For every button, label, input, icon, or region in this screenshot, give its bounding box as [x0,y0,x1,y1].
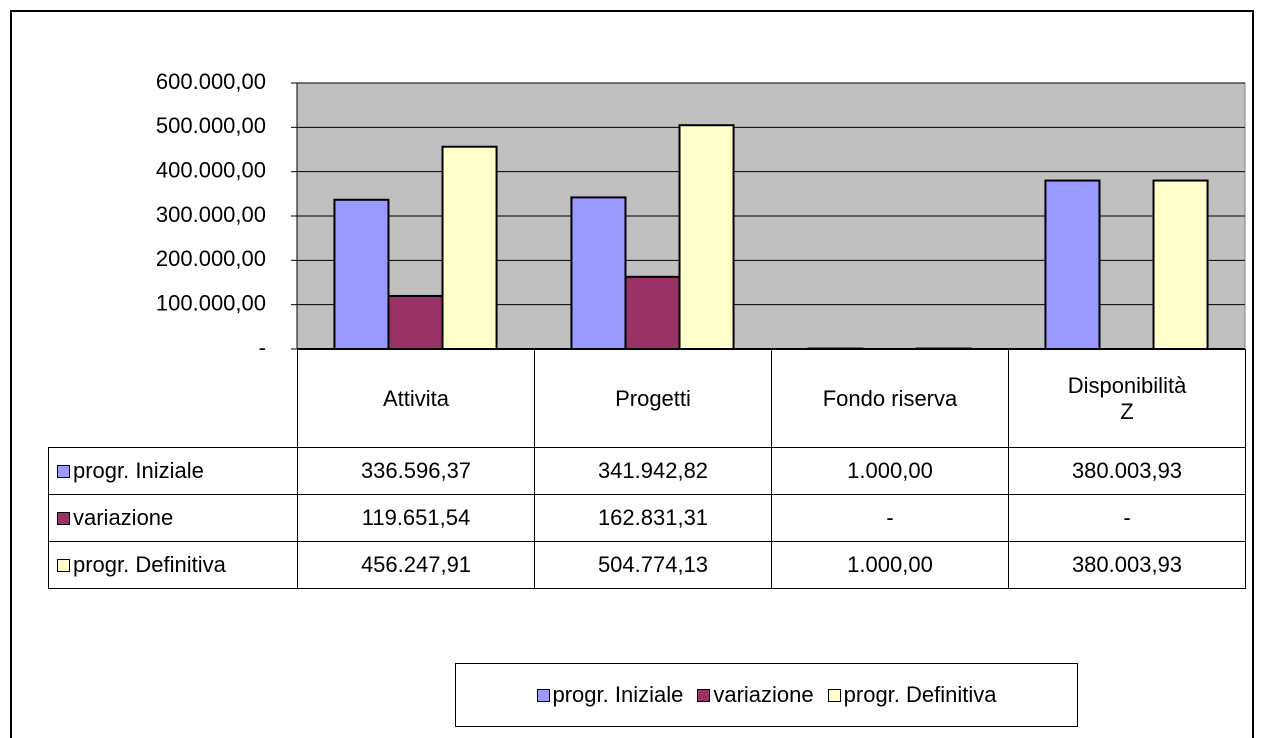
table-header-cell: Fondo riserva [771,349,1009,448]
bar [441,145,498,350]
legend-key [827,688,841,702]
bar [678,124,735,351]
series-name: progr. Definitiva [73,552,226,577]
category-label: Disponibilità Z [1067,372,1187,424]
chart-frame [10,10,1254,738]
table-series-cell: progr. Iniziale [48,447,298,495]
series-name: progr. Iniziale [73,458,204,483]
table-value: 1.000,00 [771,447,1009,495]
table-value: 336.596,37 [297,447,535,495]
legend-item: progr. Iniziale [536,682,684,708]
y-tick-label: 300.000,00 [156,202,266,227]
y-tick-label: 200.000,00 [156,246,266,271]
legend-item: progr. Definitiva [827,682,997,708]
category-label: Progetti [615,385,691,411]
y-tick-label: 600.000,00 [156,69,266,94]
table-value: 456.247,91 [297,541,535,589]
bar [1152,179,1209,350]
y-tick-label: 100.000,00 [156,290,266,315]
bar [333,198,390,350]
legend-key [57,464,70,478]
table-header-cell: Progetti [534,349,772,448]
bar [570,196,627,350]
bar [387,294,444,351]
legend-key [536,688,550,702]
table-series-cell: progr. Definitiva [48,541,298,589]
legend-key [697,688,711,702]
category-label: Attivita [382,385,450,411]
table-value: 504.774,13 [534,541,772,589]
table-value: 1.000,00 [771,541,1009,589]
y-tick-label: 400.000,00 [156,157,266,182]
table-value: 119.651,54 [297,494,535,542]
table-header-cell: Attivita [297,349,535,448]
table-value: - [1008,494,1246,542]
bar [1044,179,1101,350]
legend-label: variazione [713,682,814,707]
legend-item: variazione [697,682,814,708]
bar [624,275,681,351]
legend-key [57,511,70,525]
legend: progr. Iniziale variazione progr. Definiti… [455,663,1078,727]
legend-label: progr. Iniziale [552,682,684,707]
category-label: Fondo riserva [822,385,958,411]
series-name: variazione [73,505,174,530]
table-value: 162.831,31 [534,494,772,542]
table-series-cell: variazione [48,494,298,542]
table-value: 380.003,93 [1008,447,1246,495]
table-value: - [771,494,1009,542]
legend-label: progr. Definitiva [843,682,997,707]
legend-key [57,558,70,572]
y-tick-label: 500.000,00 [156,113,266,138]
y-tick-label: - [259,335,266,360]
table-header-cell: Disponibilità Z [1008,349,1246,448]
table-value: 380.003,93 [1008,541,1246,589]
table-value: 341.942,82 [534,447,772,495]
